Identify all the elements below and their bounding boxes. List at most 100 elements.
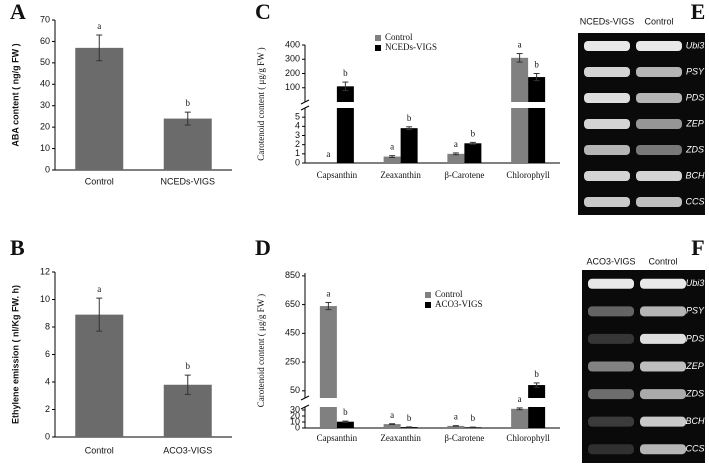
axis-break [300, 105, 310, 111]
bar [511, 57, 529, 102]
x-tick-label: Capsanthin [317, 433, 358, 443]
legend-swatch [375, 35, 381, 41]
bar [511, 408, 529, 428]
y-tick-label: 5 [295, 112, 300, 122]
x-tick-label: Capsanthin [317, 170, 358, 180]
gel-band [640, 389, 686, 400]
bar [511, 108, 529, 163]
x-tick-label: Control [85, 445, 114, 455]
y-tick-label: 650 [285, 299, 300, 309]
gel-band [584, 41, 630, 51]
significance-letter: b [471, 413, 476, 423]
gene-label: ZEP [685, 118, 704, 128]
legend-swatch [425, 292, 431, 298]
gel-band [640, 333, 686, 344]
axis-break [300, 395, 310, 401]
y-tick-label: 850 [285, 270, 300, 280]
significance-letter: a [518, 40, 522, 50]
y-tick-label: 12 [40, 266, 50, 276]
gel-band [588, 389, 634, 400]
gene-label: Ubi3 [686, 278, 705, 288]
gel-band [640, 361, 686, 372]
significance-letter: b [186, 98, 191, 108]
bar [528, 385, 546, 398]
bar [528, 108, 546, 163]
gel-band [584, 119, 630, 129]
gel-band [584, 171, 630, 181]
y-tick-label: 0 [295, 157, 300, 167]
x-tick-label: Chlorophyll [506, 433, 550, 443]
bar [447, 425, 465, 428]
legend-swatch [425, 302, 431, 308]
y-tick-label: 4 [295, 121, 300, 131]
significance-letter: b [407, 413, 412, 423]
x-tick-label: β-Carotene [444, 170, 484, 180]
y-tick-label: 60 [40, 36, 50, 46]
significance-letter: a [326, 149, 330, 159]
gel-band [640, 306, 686, 317]
legend-label: Control [385, 32, 413, 42]
gene-label: Ubi3 [686, 40, 705, 50]
significance-letter: b [534, 369, 539, 379]
legend-label: ACO3-VIGS [435, 299, 483, 309]
bar [528, 77, 546, 102]
y-tick-label: 20 [40, 122, 50, 132]
y-axis-label: Carotenoid content ( μg/g FW ) [256, 294, 266, 407]
gel-band [640, 416, 686, 427]
y-tick-label: 200 [285, 68, 300, 78]
panel-label: C [255, 0, 271, 24]
y-tick-label: 50 [40, 57, 50, 67]
gel-band [636, 145, 682, 155]
gel-band [588, 278, 634, 289]
bar [383, 156, 401, 163]
bar [163, 118, 212, 170]
y-tick-label: 2 [295, 139, 300, 149]
significance-letter: a [454, 412, 458, 422]
x-tick-label: β-Carotene [444, 433, 484, 443]
significance-letter: a [390, 142, 394, 152]
y-tick-label: 450 [285, 328, 300, 338]
y-axis-label: ABA content ( ng/g FW ) [10, 43, 20, 146]
y-tick-label: 100 [285, 82, 300, 92]
gel-band [584, 197, 630, 207]
y-tick-label: 30 [290, 404, 300, 414]
bar [319, 306, 337, 398]
lane-label: Control [644, 16, 673, 26]
y-tick-label: 30 [40, 100, 50, 110]
x-tick-label: ACO3-VIGS [163, 445, 212, 455]
y-tick-label: 4 [45, 376, 50, 386]
y-axis-label: Carotenoid content ( μg/g FW ) [256, 47, 266, 160]
gene-label: CCS [685, 444, 704, 454]
gel-band [636, 119, 682, 129]
gel-band [636, 93, 682, 103]
gel-band [584, 93, 630, 103]
bar [464, 143, 482, 163]
significance-letter: a [97, 284, 101, 294]
significance-letter: a [518, 394, 522, 404]
significance-letter: b [534, 60, 539, 70]
x-tick-label: Control [85, 176, 114, 186]
y-axis-label: Ethylene emission ( nl/Kg FW. h) [10, 285, 20, 424]
significance-letter: b [471, 128, 476, 138]
gene-label: PSY [686, 66, 705, 76]
x-tick-label: NCEDs-VIGS [160, 176, 215, 186]
significance-letter: b [343, 407, 348, 417]
bar [336, 421, 354, 428]
panel-label: B [10, 235, 25, 260]
gene-label: BCH [685, 170, 705, 180]
y-tick-label: 20 [290, 410, 300, 420]
y-tick-label: 0 [45, 164, 50, 174]
gene-label: PSY [686, 306, 705, 316]
legend-swatch [375, 45, 381, 51]
gene-label: ZDS [685, 388, 704, 398]
y-tick-label: 1 [295, 148, 300, 158]
bar [447, 153, 465, 163]
y-tick-label: 40 [40, 79, 50, 89]
y-tick-label: 300 [285, 54, 300, 64]
gene-label: ZEP [685, 361, 704, 371]
gel-band [640, 278, 686, 289]
bar [400, 128, 418, 163]
y-tick-label: 0 [295, 422, 300, 432]
gel-band [588, 306, 634, 317]
